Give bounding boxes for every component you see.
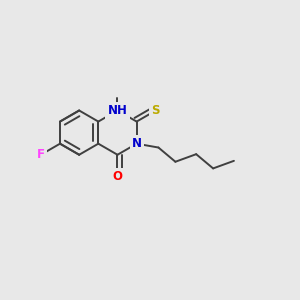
Text: O: O <box>112 170 122 183</box>
Text: S: S <box>152 104 160 117</box>
Text: F: F <box>37 148 45 161</box>
Text: NH: NH <box>108 104 127 117</box>
Text: N: N <box>132 137 142 150</box>
